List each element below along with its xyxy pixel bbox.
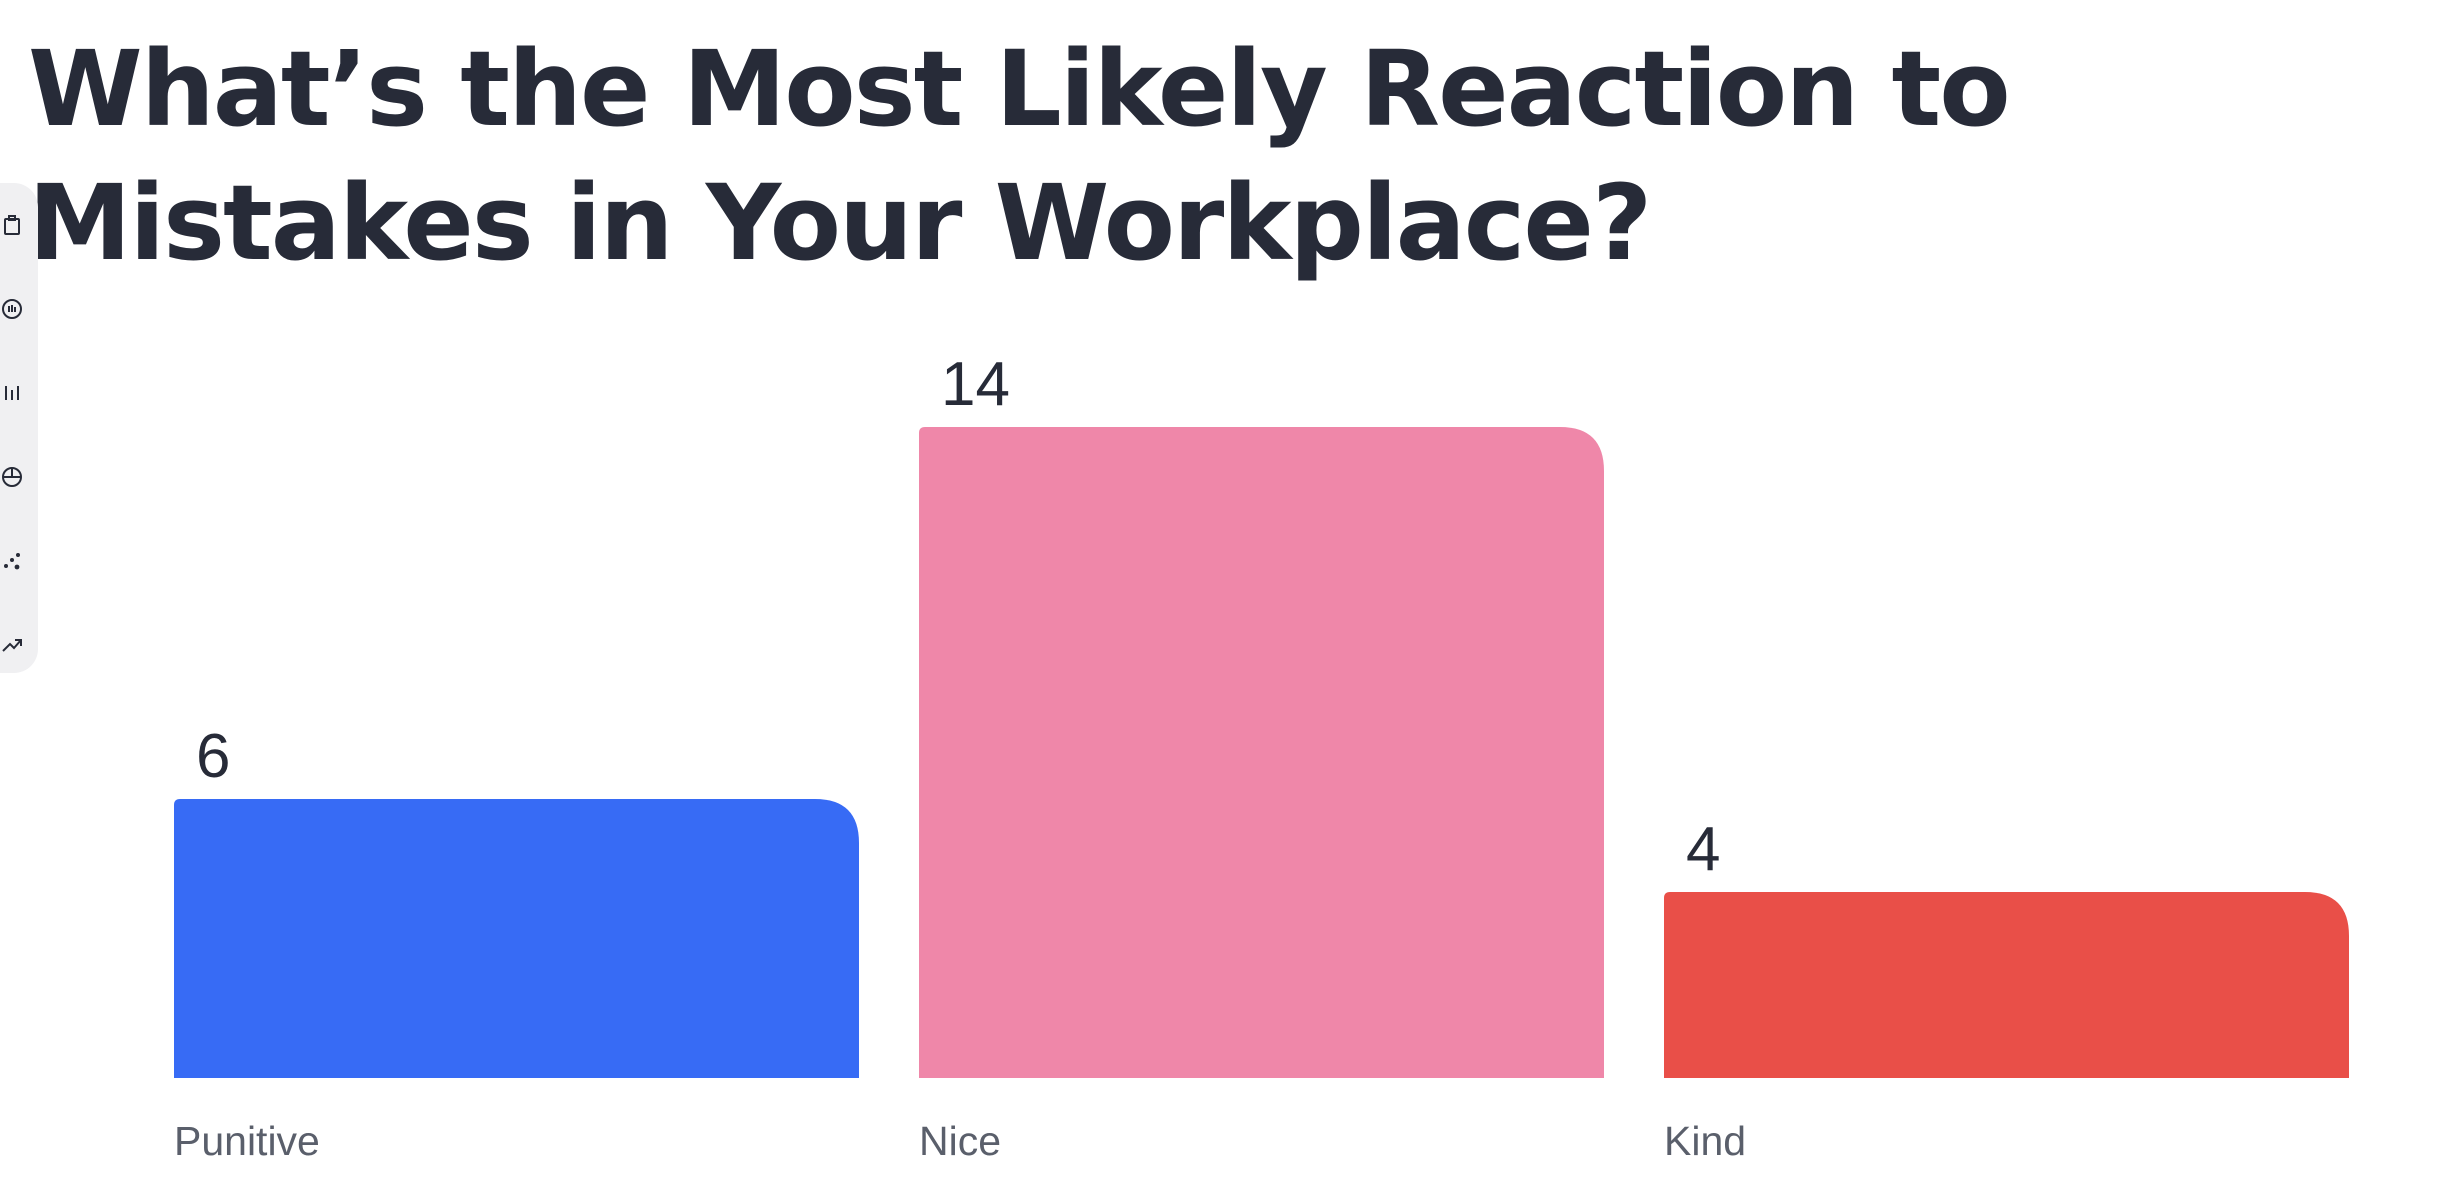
scatter-icon[interactable] [0,549,24,573]
bar-punitive[interactable] [174,799,859,1078]
value-label-nice: 14 [941,350,1010,419]
value-label-kind: 4 [1686,815,1720,884]
category-label-nice: Nice [919,1118,1001,1164]
value-label-punitive: 6 [196,722,230,791]
pie-chart-icon[interactable] [0,465,24,489]
bar-kind[interactable] [1664,892,2349,1078]
bar-nice[interactable] [919,427,1604,1078]
trend-icon[interactable] [0,633,24,657]
sort-icon[interactable] [0,381,24,405]
side-toolbar [0,183,38,673]
category-label-kind: Kind [1664,1118,1746,1164]
clipboard-icon[interactable] [0,213,24,237]
category-label-punitive: Punitive [174,1118,320,1164]
chart-title: What’s the Most Likely Reaction to Mista… [28,28,2011,284]
chart-icon[interactable] [0,297,24,321]
